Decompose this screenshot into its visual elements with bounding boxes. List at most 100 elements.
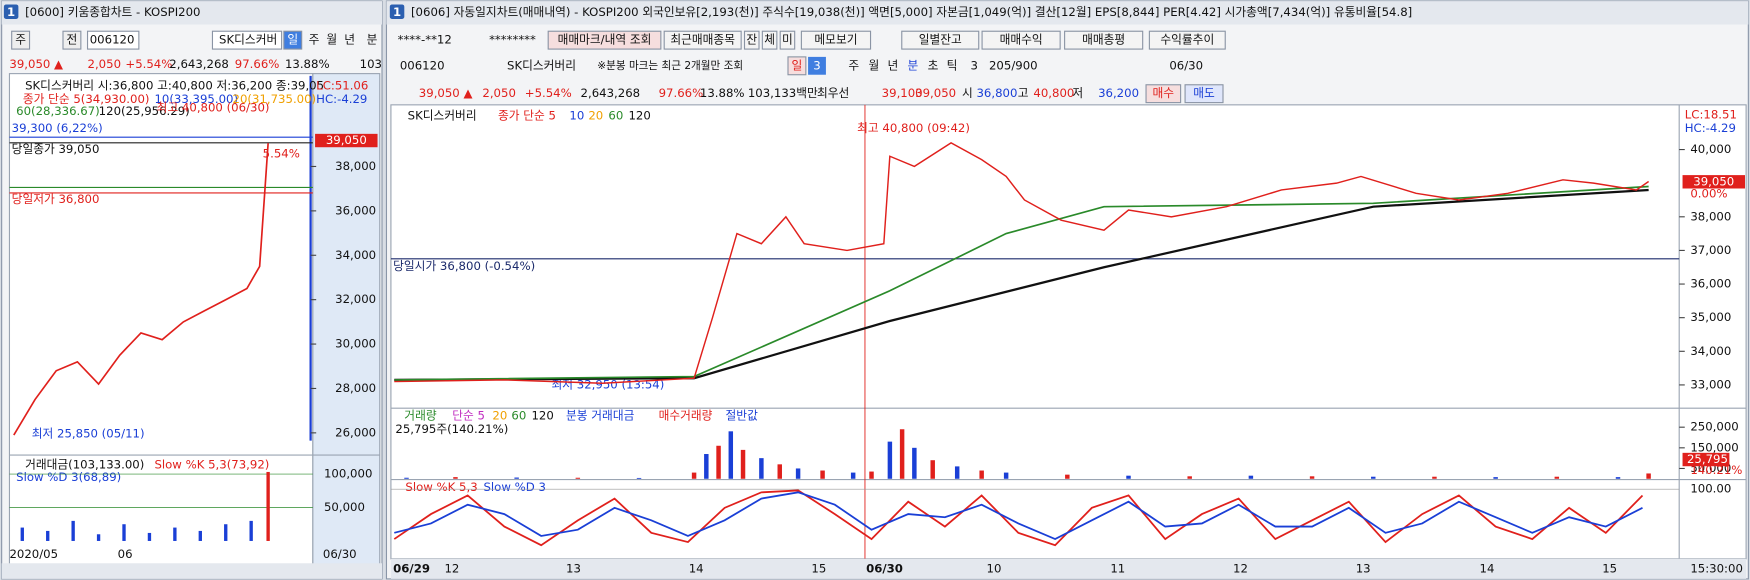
password-input[interactable]: ********	[489, 33, 536, 47]
toolbar-item[interactable]: 년	[344, 33, 355, 47]
quote-value: 2,643,268	[581, 86, 641, 100]
y-tick-label: 38,000	[1690, 209, 1731, 223]
y-tick-label: 100.00	[1690, 482, 1731, 496]
toolbar-item[interactable]: 일	[792, 58, 803, 72]
toolbar-item[interactable]: 3	[813, 58, 820, 72]
toolbar-button[interactable]: 매매총평	[1082, 33, 1125, 47]
sell-button[interactable]: 매도	[1193, 86, 1215, 100]
chart-legend: 10	[569, 109, 584, 123]
volume-bar	[820, 470, 825, 479]
toolbar-item[interactable]: 전	[67, 33, 78, 47]
toolbar-item[interactable]: 월	[868, 58, 879, 72]
volume-bar	[575, 477, 581, 479]
toolbar-button-bg[interactable]	[800, 30, 872, 50]
toolbar-item[interactable]: 주	[15, 33, 26, 47]
toolbar-item: 205/900	[989, 58, 1038, 72]
toolbar-item[interactable]: 년	[887, 58, 898, 72]
ma-legend: 120(25,956.29)	[99, 104, 190, 118]
toolbar-button-bg[interactable]	[1064, 30, 1144, 50]
toolbar-button[interactable]: 최근매매종목	[670, 33, 735, 47]
quote-value: 2,643,268	[169, 57, 229, 71]
volume-bar	[266, 471, 270, 541]
toolbar-item[interactable]: 주	[848, 58, 859, 72]
volume-bar	[1646, 473, 1651, 479]
toolbar-button[interactable]: 매매마크/내역 조회	[558, 33, 652, 47]
toolbar-field[interactable]	[211, 30, 283, 50]
quote-value: 13.88%	[700, 86, 745, 100]
volume-legend: 60	[511, 409, 526, 423]
toolbar-item[interactable]: 초	[928, 58, 939, 72]
annotation: 최고 40,800 (06/30)	[157, 101, 270, 115]
volume-bar	[759, 458, 764, 479]
toolbar-item[interactable]: 주	[309, 33, 320, 47]
toolbar-button[interactable]: 메모보기	[814, 33, 857, 47]
volume-bar	[20, 527, 24, 541]
volume-bar	[1187, 476, 1192, 479]
toolbar-item[interactable]: 틱	[947, 58, 958, 72]
quote-value: +5.54%	[525, 86, 572, 100]
toolbar-field[interactable]	[86, 30, 140, 50]
volume-bar	[46, 530, 50, 541]
volume-bar	[1248, 475, 1254, 479]
volume-bar	[1065, 474, 1070, 479]
buy-button-bg[interactable]	[1145, 84, 1182, 104]
lc-label: LC:18.51	[1685, 107, 1737, 121]
toolbar-item[interactable]: 3	[971, 58, 978, 72]
toolbar-item[interactable]: 006120	[90, 33, 135, 47]
toolbar-button[interactable]: 미	[782, 33, 793, 47]
toolbar-button-bg[interactable]	[1148, 30, 1226, 50]
chart-legend: 종가 단순 5	[498, 109, 556, 123]
toolbar-button-bg[interactable]	[761, 30, 778, 50]
volume-bar	[740, 449, 746, 479]
window-number: 1	[7, 5, 15, 19]
toolbar-button-bg[interactable]	[779, 30, 796, 50]
buy-button[interactable]: 매수	[1153, 86, 1175, 100]
toolbar-button[interactable]: 잔	[746, 33, 757, 47]
toolbar-field[interactable]	[11, 30, 31, 50]
volume-bar	[173, 527, 177, 541]
toolbar-button-bg[interactable]	[901, 30, 980, 50]
quote-value: 2,050	[482, 86, 516, 100]
volume-bar	[691, 472, 697, 479]
x-tick-label: 06/30	[866, 561, 903, 575]
toolbar-button-bg[interactable]	[663, 30, 742, 50]
toolbar-item[interactable]: SK디스커버	[219, 33, 277, 47]
toolbar-button-bg[interactable]	[743, 30, 760, 50]
toolbar-item[interactable]: 분	[908, 58, 919, 72]
volume-bar	[1126, 475, 1131, 479]
lower-legend: Slow %K 5,3(73,92)	[154, 458, 269, 472]
y-tick-label: 36,000	[1690, 277, 1731, 291]
x-tick-label: 12	[1233, 561, 1248, 575]
quote-value: 39,050 ▲	[9, 57, 63, 71]
toolbar-item[interactable]: 분	[367, 33, 378, 47]
period-box[interactable]	[787, 56, 807, 76]
toolbar-button[interactable]: 수익률추이	[1160, 33, 1214, 47]
current-price-box	[1682, 175, 1745, 189]
y-tick-label: 28,000	[335, 381, 376, 395]
volume-bar	[453, 477, 458, 479]
volume-bar	[954, 466, 960, 479]
date-label: 06/30	[323, 547, 357, 561]
toolbar-button-bg[interactable]	[981, 30, 1061, 50]
current-price-box	[315, 133, 378, 148]
quote-value: 36,200	[1098, 86, 1139, 100]
quote-value: 39,050 ▲	[419, 86, 473, 100]
toolbar-button[interactable]: 매매수익	[1000, 33, 1043, 47]
account-input[interactable]: ****-**12	[398, 33, 452, 47]
stoch-legend: Slow %K 5,3	[405, 480, 477, 494]
toolbar-item[interactable]: 월	[326, 33, 337, 47]
toolbar-button-bg[interactable]	[547, 30, 662, 50]
quote-value: 36,800	[976, 86, 1017, 100]
y-tick-label: 37,000	[1690, 243, 1731, 257]
x-tick-label: 06/29	[393, 561, 430, 575]
sell-button-bg[interactable]	[1184, 84, 1224, 104]
quote-value: 103,133백만	[748, 86, 818, 100]
toolbar-field[interactable]	[62, 30, 82, 50]
toolbar-field[interactable]	[283, 30, 303, 50]
toolbar-button[interactable]: 체	[764, 33, 775, 47]
ma-legend: 20(31,735.00)	[233, 92, 317, 106]
toolbar-item[interactable]: 일	[287, 33, 298, 47]
toolbar-button[interactable]: 일별잔고	[919, 33, 962, 47]
y-tick-label: 32,000	[335, 292, 376, 306]
